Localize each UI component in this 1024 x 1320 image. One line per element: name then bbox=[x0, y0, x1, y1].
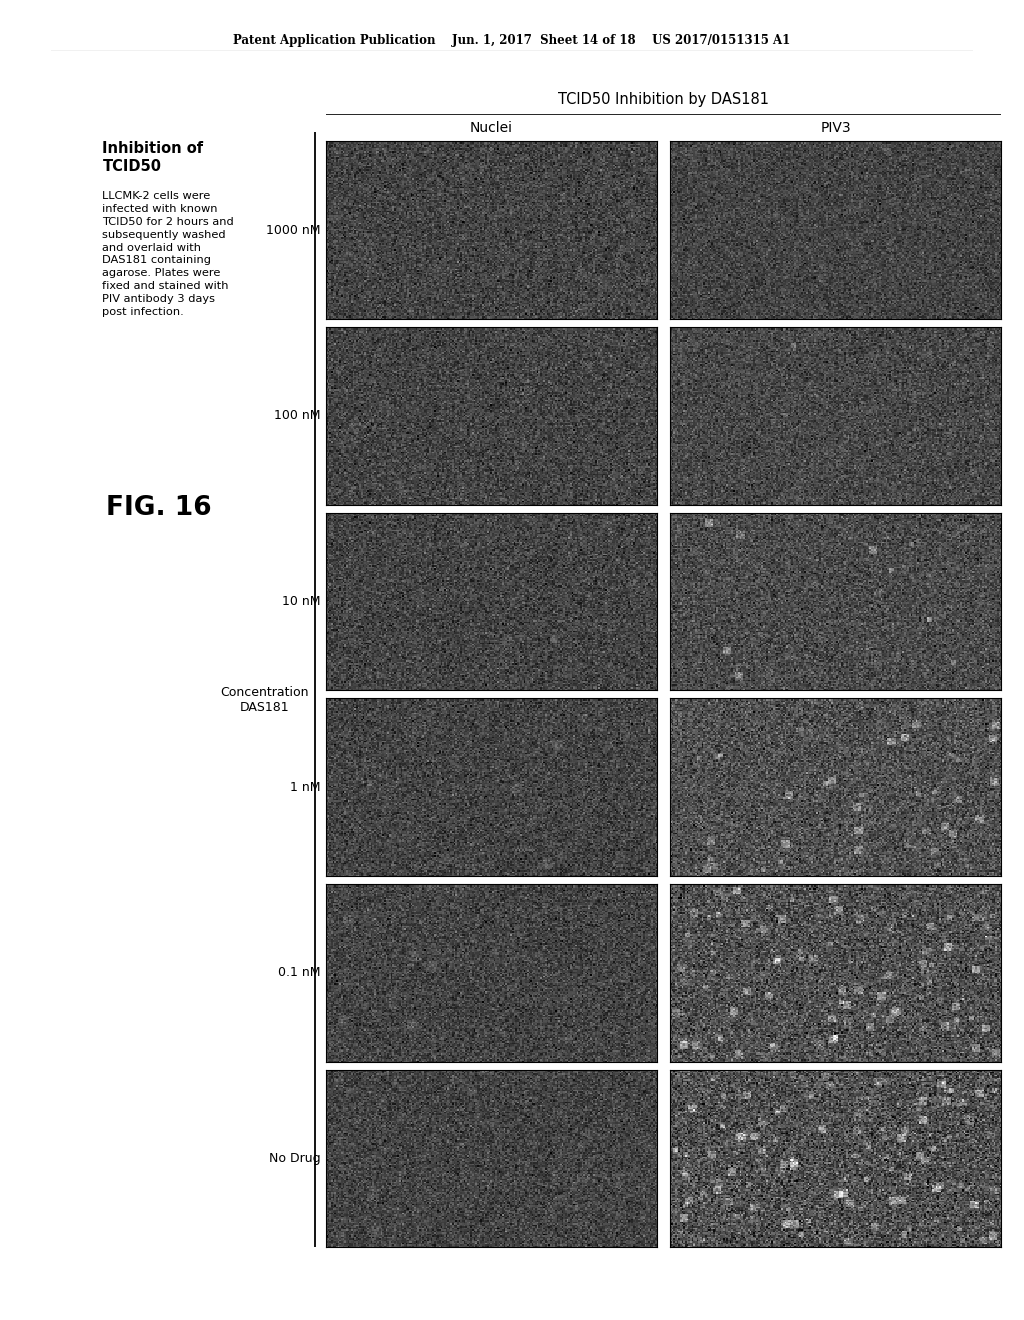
Text: 1000 nM: 1000 nM bbox=[266, 223, 321, 236]
Text: TCID50 Inhibition by DAS181: TCID50 Inhibition by DAS181 bbox=[558, 92, 769, 107]
Text: LLCMK-2 cells were
infected with known
TCID50 for 2 hours and
subsequently washe: LLCMK-2 cells were infected with known T… bbox=[102, 191, 234, 317]
Text: 1 nM: 1 nM bbox=[290, 780, 321, 793]
Text: Nuclei: Nuclei bbox=[470, 120, 513, 135]
Text: 100 nM: 100 nM bbox=[274, 409, 321, 422]
Text: Concentration
DAS181: Concentration DAS181 bbox=[220, 685, 308, 714]
Text: Inhibition of
TCID50: Inhibition of TCID50 bbox=[102, 141, 204, 174]
Text: 0.1 nM: 0.1 nM bbox=[278, 966, 321, 979]
Text: FIG. 16: FIG. 16 bbox=[105, 495, 212, 521]
Text: 10 nM: 10 nM bbox=[282, 595, 321, 609]
Text: Patent Application Publication    Jun. 1, 2017  Sheet 14 of 18    US 2017/015131: Patent Application Publication Jun. 1, 2… bbox=[233, 34, 791, 48]
Text: PIV3: PIV3 bbox=[820, 120, 851, 135]
Text: No Drug: No Drug bbox=[269, 1152, 321, 1166]
